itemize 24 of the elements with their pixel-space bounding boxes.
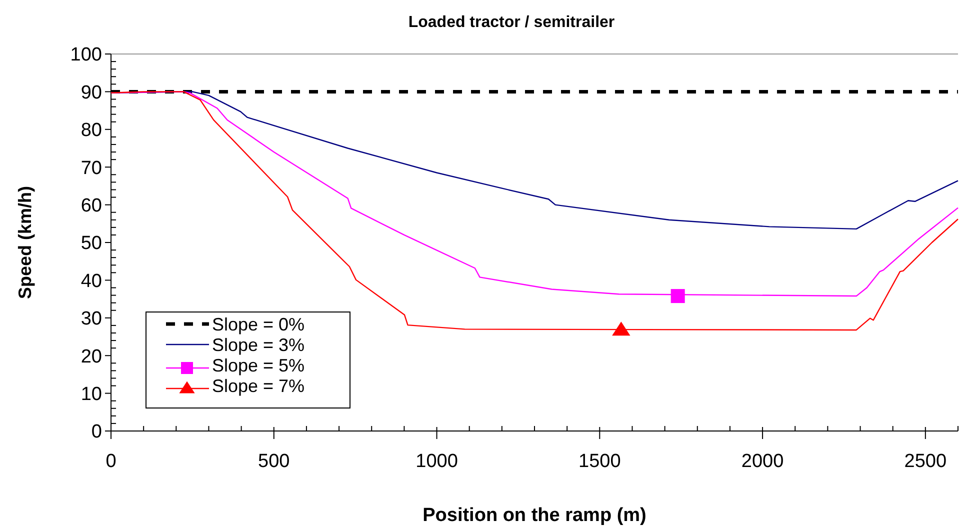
legend-label: Slope = 5% <box>212 355 305 376</box>
x-tick-label: 0 <box>106 451 116 472</box>
y-tick-label: 30 <box>80 308 102 330</box>
legend-label: Slope = 0% <box>212 314 305 334</box>
legend-label: Slope = 7% <box>212 376 305 396</box>
y-tick-label: 80 <box>80 120 102 142</box>
x-tick-label: 1500 <box>578 451 621 472</box>
x-tick-label: 500 <box>258 451 290 472</box>
y-tick-label: 40 <box>80 270 102 292</box>
x-axis-title: Position on the ramp (m) <box>422 505 646 526</box>
y-tick-label: 20 <box>80 346 102 368</box>
legend-label: Slope = 3% <box>212 334 305 355</box>
y-tick-label: 10 <box>80 384 102 405</box>
y-tick-label: 60 <box>80 195 102 216</box>
y-tick-label: 50 <box>80 233 102 254</box>
x-tick-label: 2500 <box>904 451 947 472</box>
y-tick-label: 0 <box>91 422 102 443</box>
x-tick-label: 2000 <box>741 451 784 472</box>
y-tick-label: 100 <box>70 44 102 66</box>
y-axis-title: Speed (km/h) <box>15 186 35 300</box>
y-tick-label: 90 <box>80 82 102 104</box>
y-tick-label: 70 <box>80 158 102 179</box>
x-tick-label: 1000 <box>416 451 458 472</box>
chart-title: Loaded tractor / semitrailer <box>408 14 615 31</box>
